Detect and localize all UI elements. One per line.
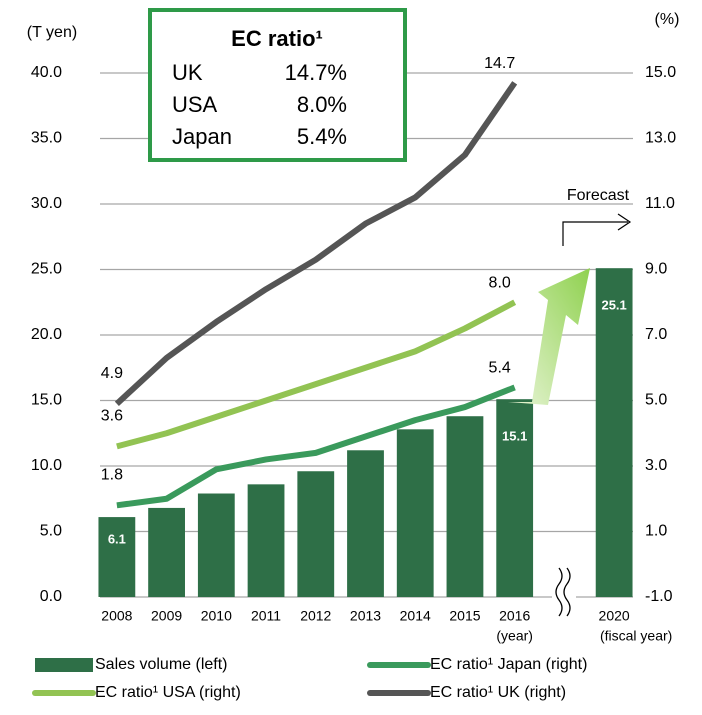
axis-break bbox=[552, 560, 576, 617]
y2-tick-label: 3.0 bbox=[645, 457, 667, 474]
bar bbox=[148, 507, 185, 597]
bar bbox=[297, 471, 335, 597]
bar bbox=[98, 517, 136, 597]
line bbox=[116, 299, 517, 450]
right-axis-label: (%) bbox=[655, 11, 680, 28]
legend-label: EC ratio¹ Japan (right) bbox=[430, 656, 587, 673]
y-tick-label: 10.0 bbox=[31, 457, 62, 474]
inset-name: USA bbox=[172, 92, 218, 117]
y-tick-label: 5.0 bbox=[40, 523, 62, 540]
data-label: 25.1 bbox=[601, 298, 626, 313]
y-tick-label: 20.0 bbox=[31, 326, 62, 343]
bar bbox=[496, 399, 534, 597]
x-tick-label: 2016 bbox=[499, 608, 530, 624]
data-label: 5.4 bbox=[489, 360, 511, 377]
y-tick-label: 0.0 bbox=[40, 588, 62, 605]
x-tick-label: 2012 bbox=[300, 608, 331, 624]
bar bbox=[446, 416, 484, 597]
inset-value: 8.0% bbox=[297, 92, 347, 117]
x-tick-label: 2013 bbox=[350, 608, 381, 624]
line bbox=[116, 384, 516, 509]
bar bbox=[247, 484, 285, 597]
x-tick-label: 2020 bbox=[599, 608, 630, 624]
inset-name: UK bbox=[172, 60, 203, 85]
x-tick-label: 2008 bbox=[101, 608, 132, 624]
inset-value: 14.7% bbox=[285, 60, 347, 85]
data-label: 4.9 bbox=[101, 365, 123, 382]
y2-tick-label: -1.0 bbox=[645, 588, 673, 605]
legend-label: EC ratio¹ USA (right) bbox=[95, 684, 241, 701]
data-label: 1.8 bbox=[101, 467, 123, 484]
inset-name: Japan bbox=[172, 124, 232, 149]
inset-title: EC ratio¹ bbox=[231, 26, 323, 51]
line bbox=[114, 81, 518, 406]
y-tick-label: 40.0 bbox=[31, 64, 62, 81]
data-label: 15.1 bbox=[502, 429, 527, 444]
y-tick-label: 15.0 bbox=[31, 392, 62, 409]
y-tick-label: 25.0 bbox=[31, 261, 62, 278]
inset: EC ratio¹ UK 14.7% USA 8.0% Japan 5.4% bbox=[148, 8, 407, 162]
y2-tick-label: 11.0 bbox=[645, 195, 675, 212]
data-label: 14.7 bbox=[484, 55, 515, 72]
y2-tick-label: 5.0 bbox=[645, 392, 667, 409]
y2-tick-label: 7.0 bbox=[645, 326, 667, 343]
forecast-arrow bbox=[508, 268, 590, 405]
y2-tick-label: 1.0 bbox=[645, 523, 667, 540]
forecast-pointer bbox=[562, 213, 632, 246]
bar bbox=[396, 429, 434, 597]
x-note: (fiscal year) bbox=[600, 628, 672, 644]
x-tick-label: 2011 bbox=[251, 608, 281, 624]
data-label: 6.1 bbox=[108, 532, 126, 547]
forecast-label: Forecast bbox=[567, 187, 630, 204]
x-tick-label: 2009 bbox=[151, 608, 182, 624]
legend-label: EC ratio¹ UK (right) bbox=[430, 684, 566, 701]
data-label: 8.0 bbox=[489, 274, 511, 291]
bar bbox=[347, 450, 384, 597]
y-tick-label: 30.0 bbox=[31, 195, 62, 212]
inset-value: 5.4% bbox=[297, 124, 347, 149]
y2-tick-label: 9.0 bbox=[645, 261, 667, 278]
legend-swatch bbox=[35, 658, 93, 672]
data-label: 3.6 bbox=[101, 408, 123, 425]
y2-tick-label: 15.0 bbox=[645, 64, 676, 81]
bar bbox=[595, 268, 633, 597]
x-note: (year) bbox=[496, 628, 533, 644]
left-axis-label: (T yen) bbox=[27, 24, 77, 41]
legend-label: Sales volume (left) bbox=[95, 656, 228, 673]
bar bbox=[197, 493, 235, 597]
x-tick-label: 2010 bbox=[201, 608, 232, 624]
y2-tick-label: 13.0 bbox=[645, 130, 676, 147]
x-tick-label: 2015 bbox=[449, 608, 480, 624]
y-tick-label: 35.0 bbox=[31, 130, 62, 147]
x-tick-label: 2014 bbox=[400, 608, 431, 624]
